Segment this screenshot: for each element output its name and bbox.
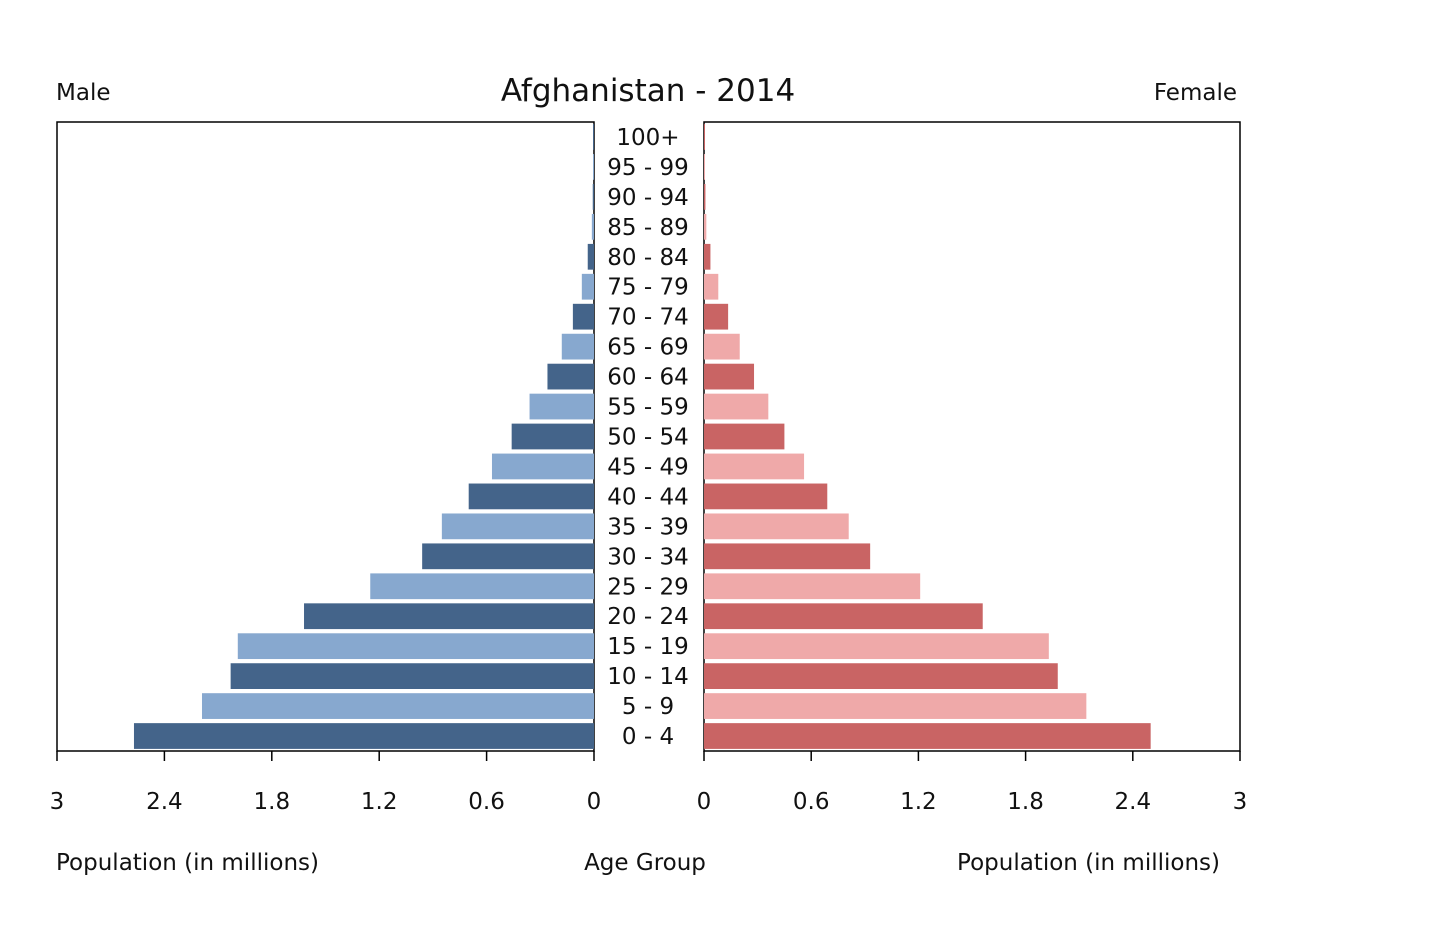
age-group-label: 50 - 54 xyxy=(607,425,688,451)
female-bar xyxy=(704,213,707,240)
female-x-tick-label: 3 xyxy=(1233,789,1248,815)
age-group-label: 65 - 69 xyxy=(607,335,688,361)
female-bar xyxy=(704,184,706,210)
age-group-label: 35 - 39 xyxy=(607,514,688,540)
age-group-label: 95 - 99 xyxy=(607,155,688,181)
age-group-label: 45 - 49 xyxy=(607,454,688,480)
female-bar xyxy=(704,363,755,390)
female-bar xyxy=(704,273,719,300)
female-x-tick-label: 1.2 xyxy=(900,789,937,815)
female-x-tick-label: 1.8 xyxy=(1007,789,1044,815)
female-bar xyxy=(704,423,785,450)
female-bar xyxy=(704,633,1049,660)
male-bar xyxy=(370,573,594,600)
female-bar xyxy=(704,693,1087,719)
female-bar xyxy=(704,603,983,630)
male-x-axis-label: Population (in millions) xyxy=(56,850,319,876)
age-group-label: 5 - 9 xyxy=(622,694,674,720)
female-bar xyxy=(704,303,729,330)
female-x-tick-label: 0.6 xyxy=(793,789,830,815)
age-group-label: 90 - 94 xyxy=(607,185,688,211)
male-bar xyxy=(511,423,594,450)
male-bar xyxy=(441,513,594,540)
female-bar xyxy=(704,124,705,150)
age-group-axis-label: Age Group xyxy=(584,850,706,876)
female-x-tick-label: 2.4 xyxy=(1115,789,1152,815)
female-bar xyxy=(704,543,871,570)
male-bar xyxy=(593,154,594,180)
male-x-tick-label: 1.2 xyxy=(361,789,398,815)
male-bar xyxy=(468,483,594,510)
female-bar xyxy=(704,154,705,180)
female-bar xyxy=(704,723,1151,749)
age-group-label: 80 - 84 xyxy=(607,245,688,271)
male-bar xyxy=(561,333,594,360)
female-bar xyxy=(704,393,769,420)
male-bar xyxy=(491,453,594,480)
age-group-label: 70 - 74 xyxy=(607,305,688,331)
male-x-tick-label: 0.6 xyxy=(468,789,505,815)
age-group-label: 20 - 24 xyxy=(607,604,688,630)
male-bar xyxy=(592,184,594,210)
male-x-tick-label: 1.8 xyxy=(254,789,291,815)
male-bar xyxy=(422,543,594,570)
age-group-label: 55 - 59 xyxy=(607,395,688,421)
female-x-axis: 0 0.6 1.2 1.8 2.4 3 xyxy=(697,751,1248,815)
female-bar xyxy=(704,483,828,510)
female-side-label: Female xyxy=(1154,80,1237,106)
male-bar xyxy=(304,603,594,630)
male-bar xyxy=(230,663,594,689)
male-bar xyxy=(572,303,594,330)
male-bar xyxy=(593,124,594,150)
female-bar xyxy=(704,663,1058,689)
age-group-label: 40 - 44 xyxy=(607,484,688,510)
female-x-tick-label: 0 xyxy=(697,789,712,815)
age-group-label: 25 - 29 xyxy=(607,574,688,600)
male-x-tick-label: 3 xyxy=(50,789,65,815)
male-bar xyxy=(201,693,595,719)
male-bar xyxy=(529,393,594,420)
male-bar xyxy=(591,213,594,240)
male-bar xyxy=(547,363,594,390)
chart-title: Afghanistan - 2014 xyxy=(501,73,795,109)
female-bar xyxy=(704,453,805,480)
age-group-label: 85 - 89 xyxy=(607,215,688,241)
male-x-tick-label: 0 xyxy=(587,789,602,815)
male-bar xyxy=(237,633,595,660)
male-x-axis: 3 2.4 1.8 1.2 0.6 0 xyxy=(50,751,602,815)
male-bar xyxy=(581,273,594,300)
age-group-label: 0 - 4 xyxy=(622,724,674,750)
female-bar xyxy=(704,513,849,540)
female-x-axis-label: Population (in millions) xyxy=(957,850,1220,876)
age-group-label: 100+ xyxy=(616,125,679,151)
male-side-label: Male xyxy=(56,80,110,106)
female-panel xyxy=(703,121,1241,752)
male-bar xyxy=(587,243,594,270)
age-group-label: 30 - 34 xyxy=(607,544,688,570)
female-bar xyxy=(704,573,921,600)
age-group-labels: 100+ 95 - 99 90 - 94 85 - 89 80 - 84 75 - 79 7… xyxy=(607,125,688,750)
female-bar xyxy=(704,243,711,270)
male-x-tick-label: 2.4 xyxy=(146,789,183,815)
age-group-label: 60 - 64 xyxy=(607,365,688,391)
age-group-label: 15 - 19 xyxy=(607,634,688,660)
age-group-label: 10 - 14 xyxy=(607,664,688,690)
age-group-label: 75 - 79 xyxy=(607,275,688,301)
male-panel xyxy=(56,121,595,752)
male-bar xyxy=(133,723,594,749)
female-bar xyxy=(704,333,740,360)
